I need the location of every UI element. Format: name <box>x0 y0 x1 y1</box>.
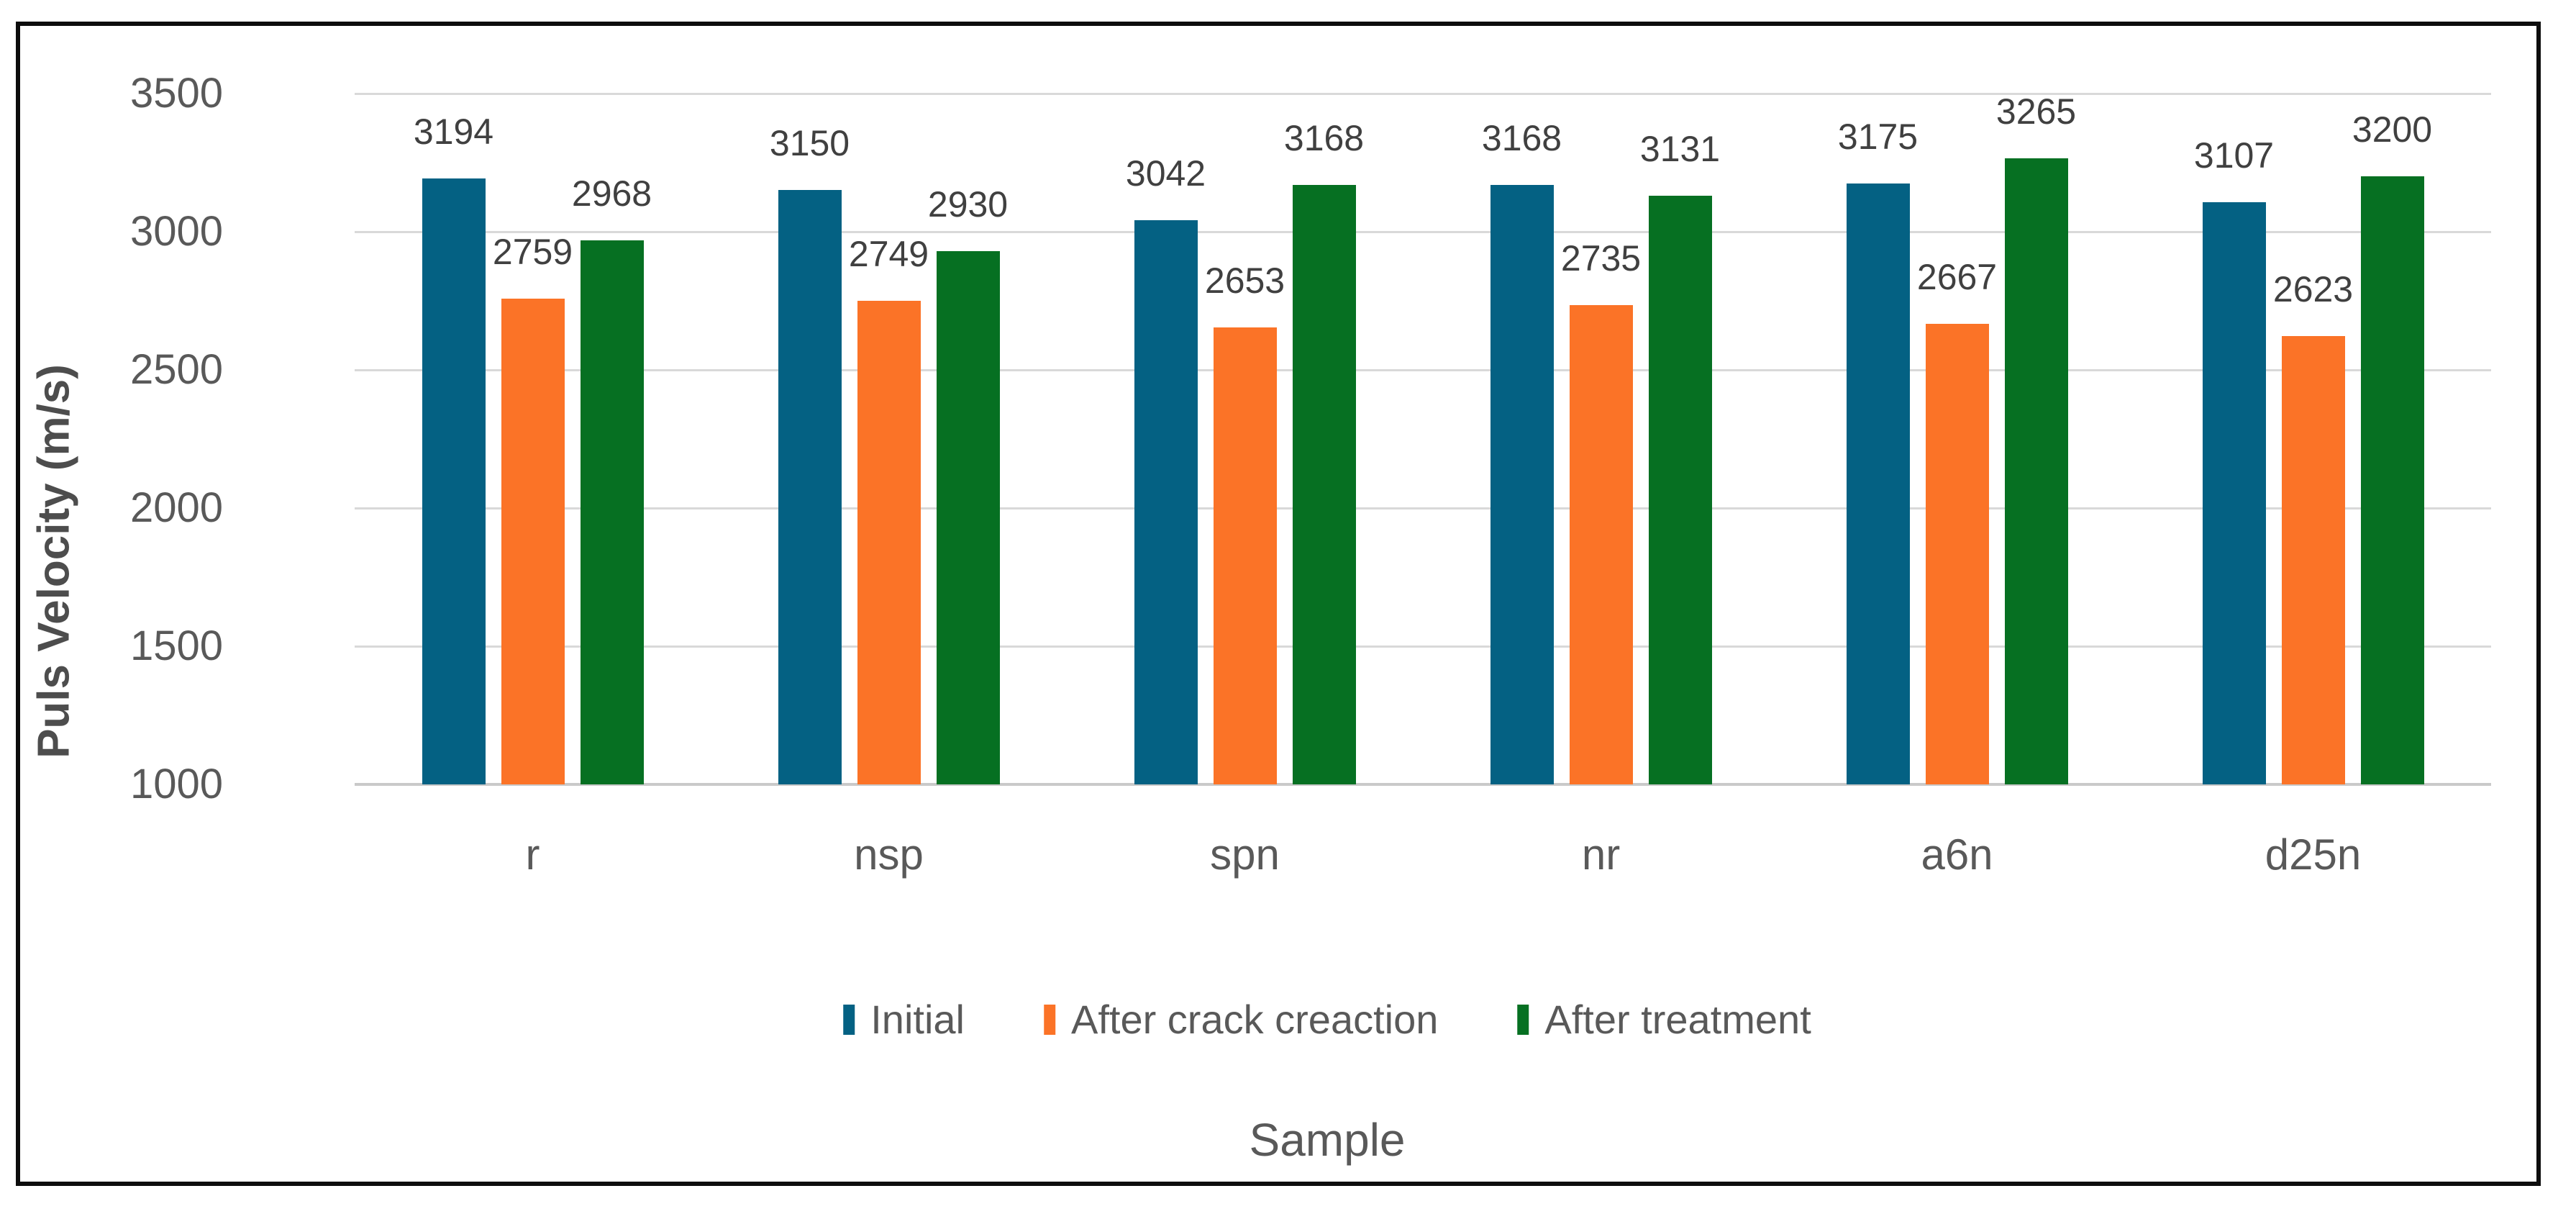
legend-item-after-treatment: After treatment <box>1517 997 1811 1042</box>
data-label-d25n-initial: 3107 <box>2193 135 2275 176</box>
data-label-spn-after-treatment: 3168 <box>1283 118 1365 159</box>
legend: Initial After crack creaction After treatm… <box>843 997 1811 1042</box>
data-label-a6n-initial: 3175 <box>1837 116 1919 157</box>
bar-after-crack-creaction-d25n <box>2281 335 2345 784</box>
legend-label: After treatment <box>1544 997 1811 1042</box>
data-label-a6n-after-crack-creaction: 2667 <box>1916 256 1998 297</box>
x-axis-title: Sample <box>1249 1114 1406 1166</box>
x-category-label-a6n: a6n <box>1921 830 1993 879</box>
data-label-d25n-after-crack-creaction: 2623 <box>2272 268 2354 309</box>
y-axis-title: Puls Velocity (m/s) <box>29 364 79 758</box>
gridline-1500 <box>355 645 2491 648</box>
data-label-nr-after-treatment: 3131 <box>1639 128 1721 169</box>
data-label-d25n-after-treatment: 3200 <box>2352 109 2433 150</box>
y-tick-label-1500: 1500 <box>129 622 223 669</box>
bar-after-treatment-d25n <box>2360 176 2424 784</box>
bar-after-treatment-r <box>580 240 644 784</box>
bar-after-crack-creaction-nsp <box>857 301 921 784</box>
x-category-label-r: r <box>525 830 540 879</box>
data-label-nr-initial: 3168 <box>1481 118 1562 159</box>
bar-after-treatment-nsp <box>936 250 1000 784</box>
x-axis-line <box>355 783 2491 786</box>
bar-initial-d25n <box>2202 201 2266 784</box>
data-label-a6n-after-treatment: 3265 <box>1995 91 2077 132</box>
bar-initial-r <box>422 178 486 784</box>
legend-swatch-icon <box>1043 1005 1055 1035</box>
x-category-label-spn: spn <box>1210 830 1280 879</box>
bar-after-treatment-nr <box>1648 195 1712 784</box>
legend-item-initial: Initial <box>843 997 965 1042</box>
x-category-label-nsp: nsp <box>854 830 924 879</box>
data-label-nr-after-crack-creaction: 2735 <box>1560 237 1642 278</box>
data-label-nsp-after-crack-creaction: 2749 <box>848 234 929 275</box>
data-label-r-initial: 3194 <box>413 111 494 152</box>
data-label-nsp-initial: 3150 <box>769 123 850 164</box>
bar-after-treatment-a6n <box>2004 158 2068 784</box>
y-tick-label-2000: 2000 <box>129 484 223 531</box>
legend-label: After crack creaction <box>1070 997 1439 1042</box>
legend-label: Initial <box>870 997 965 1042</box>
bar-after-crack-creaction-a6n <box>1925 323 1989 784</box>
gridline-2000 <box>355 507 2491 509</box>
bar-initial-nsp <box>778 190 842 784</box>
chart-border-frame: 3500 3000 2500 2000 1500 1000 3194 2759 2968 315… <box>16 22 2541 1186</box>
legend-swatch-icon <box>843 1005 855 1035</box>
bar-initial-nr <box>1490 185 1554 784</box>
legend-item-after-crack-creaction: After crack creaction <box>1043 997 1439 1042</box>
y-tick-label-2500: 2500 <box>129 346 223 393</box>
bar-after-crack-creaction-spn <box>1213 327 1277 784</box>
x-category-label-nr: nr <box>1581 830 1621 879</box>
data-label-r-after-crack-creaction: 2759 <box>492 231 573 272</box>
x-category-label-d25n: d25n <box>2265 830 2362 879</box>
bar-initial-a6n <box>1846 183 1910 784</box>
y-tick-label-3000: 3000 <box>129 208 223 255</box>
y-tick-label-3500: 3500 <box>129 70 223 117</box>
data-label-spn-after-crack-creaction: 2653 <box>1204 261 1285 302</box>
gridline-2500 <box>355 369 2491 371</box>
data-label-nsp-after-treatment: 2930 <box>927 184 1009 225</box>
bar-after-treatment-spn <box>1292 185 1356 784</box>
data-label-r-after-treatment: 2968 <box>571 173 652 214</box>
gridline-3500 <box>355 93 2491 95</box>
legend-swatch-icon <box>1517 1005 1529 1035</box>
bar-initial-spn <box>1134 219 1198 784</box>
bar-after-crack-creaction-nr <box>1569 304 1633 784</box>
gridline-3000 <box>355 231 2491 233</box>
data-label-spn-initial: 3042 <box>1125 153 1206 194</box>
bar-after-crack-creaction-r <box>501 298 565 784</box>
y-tick-label-1000: 1000 <box>129 761 223 807</box>
